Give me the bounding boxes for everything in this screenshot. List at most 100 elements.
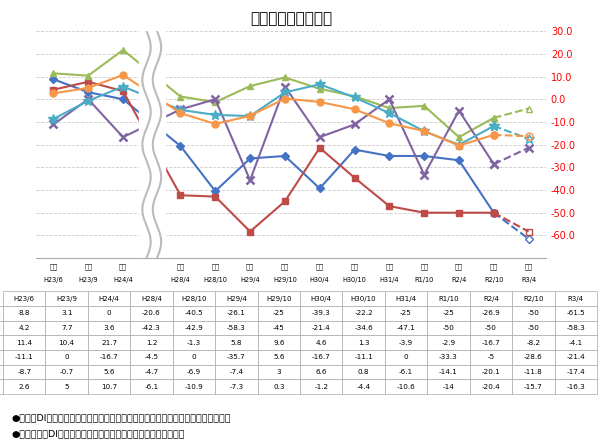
- 県内全域: [281, 96, 289, 101]
- 内陸南部: [212, 112, 219, 117]
- 県内全域: [316, 99, 323, 105]
- 沿岸北部: [421, 153, 428, 159]
- 県内全域: [212, 121, 219, 127]
- Text: H30/10: H30/10: [343, 277, 367, 283]
- 県内全域: [177, 110, 184, 116]
- 県央部: [212, 100, 219, 105]
- 沿岸南部: [421, 210, 428, 215]
- Text: H23/9: H23/9: [79, 277, 98, 283]
- 内陸北部: [119, 134, 127, 140]
- Text: 予測: 予測: [524, 263, 533, 270]
- 県内全域: [247, 113, 254, 118]
- Text: 実感: 実感: [84, 263, 92, 270]
- Text: H29/4: H29/4: [240, 277, 260, 283]
- 県央部: [316, 86, 323, 92]
- Text: H28/4: H28/4: [170, 277, 190, 283]
- 県内全域: [50, 91, 57, 96]
- Text: 実感: 実感: [119, 263, 127, 270]
- 沿岸北部: [490, 210, 497, 215]
- 県央部: [50, 71, 57, 76]
- Bar: [139, 31, 165, 258]
- Text: 実感: 実感: [49, 263, 58, 270]
- 県内全域: [119, 72, 127, 77]
- Text: H31/4: H31/4: [380, 277, 399, 283]
- Text: 実感: 実感: [455, 263, 463, 270]
- 県央部: [421, 103, 428, 109]
- 沿岸北部: [247, 156, 254, 161]
- 沿岸南部: [212, 194, 219, 199]
- Text: ●　取引件数DIは、引き続き全地域で実感・予測ともマイナス。: ● 取引件数DIは、引き続き全地域で実感・予測ともマイナス。: [12, 429, 185, 438]
- 沿岸北部: [119, 97, 127, 102]
- 内陸北部: [490, 162, 497, 167]
- 沿岸南部: [119, 89, 127, 94]
- 沿岸北部: [386, 153, 393, 159]
- 沿岸南部: [85, 79, 92, 85]
- 県内全域: [386, 121, 393, 126]
- 県内全域: [455, 143, 463, 148]
- 内陸南部: [386, 110, 393, 116]
- Line: 県央部: 県央部: [50, 47, 497, 141]
- Text: H28/10: H28/10: [203, 277, 227, 283]
- 沿岸北部: [351, 147, 358, 152]
- Text: H30/4: H30/4: [310, 277, 329, 283]
- 内陸南部: [247, 113, 254, 119]
- 内陸北部: [247, 178, 254, 183]
- Title: 住宅地取引件数ＤＩ: 住宅地取引件数ＤＩ: [250, 11, 332, 26]
- 県内全域: [351, 106, 358, 112]
- 沿岸北部: [50, 77, 57, 82]
- 沿岸北部: [85, 89, 92, 95]
- 沿岸北部: [281, 153, 289, 159]
- 内陸南部: [421, 129, 428, 134]
- 沿岸南部: [455, 210, 463, 215]
- Line: 沿岸北部: 沿岸北部: [50, 77, 497, 215]
- 沿岸南部: [316, 145, 323, 150]
- Text: 実感: 実感: [420, 263, 428, 270]
- 沿岸南部: [247, 229, 254, 234]
- 沿岸南部: [386, 203, 393, 209]
- 県内全域: [421, 128, 428, 134]
- 沿岸南部: [50, 87, 57, 93]
- 内陸南部: [316, 81, 323, 87]
- 内陸北部: [455, 108, 463, 113]
- Line: 県内全域: 県内全域: [50, 72, 497, 149]
- 県内全域: [85, 85, 92, 90]
- 内陸北部: [281, 84, 289, 89]
- 県央部: [455, 134, 463, 140]
- 県内全域: [490, 132, 497, 138]
- Line: 内陸南部: 内陸南部: [49, 79, 499, 150]
- Line: 内陸北部: 内陸北部: [49, 82, 498, 184]
- 内陸南部: [281, 90, 289, 95]
- Text: 実感: 実感: [316, 263, 324, 270]
- 内陸北部: [386, 97, 393, 102]
- 内陸南部: [50, 116, 57, 121]
- 内陸南部: [351, 95, 358, 100]
- 県央部: [177, 94, 184, 99]
- Text: R1/10: R1/10: [415, 277, 434, 283]
- 内陸北部: [351, 122, 358, 127]
- 沿岸北部: [316, 186, 323, 191]
- 内陸北部: [177, 107, 184, 112]
- 沿岸北部: [455, 158, 463, 163]
- Text: R2/4: R2/4: [451, 277, 467, 283]
- Text: 実感: 実感: [385, 263, 394, 270]
- 県央部: [281, 75, 289, 80]
- 内陸北部: [85, 97, 92, 102]
- Text: 実感: 実感: [211, 263, 219, 270]
- 内陸南部: [177, 107, 184, 113]
- Text: 実感: 実感: [490, 263, 498, 270]
- Text: R2/10: R2/10: [484, 277, 503, 283]
- 県央部: [490, 115, 497, 121]
- 沿岸北部: [212, 189, 219, 194]
- Text: R3/4: R3/4: [521, 277, 536, 283]
- 内陸北部: [421, 172, 428, 178]
- 沿岸北部: [177, 143, 184, 149]
- 内陸南部: [119, 84, 127, 89]
- Line: 沿岸南部: 沿岸南部: [50, 79, 497, 235]
- 沿岸南部: [490, 210, 497, 215]
- 県央部: [351, 93, 358, 99]
- Text: H24/4: H24/4: [113, 277, 133, 283]
- 沿岸南部: [351, 175, 358, 180]
- Text: 実感: 実感: [281, 263, 289, 270]
- 県央部: [119, 47, 127, 53]
- 内陸北部: [212, 97, 219, 102]
